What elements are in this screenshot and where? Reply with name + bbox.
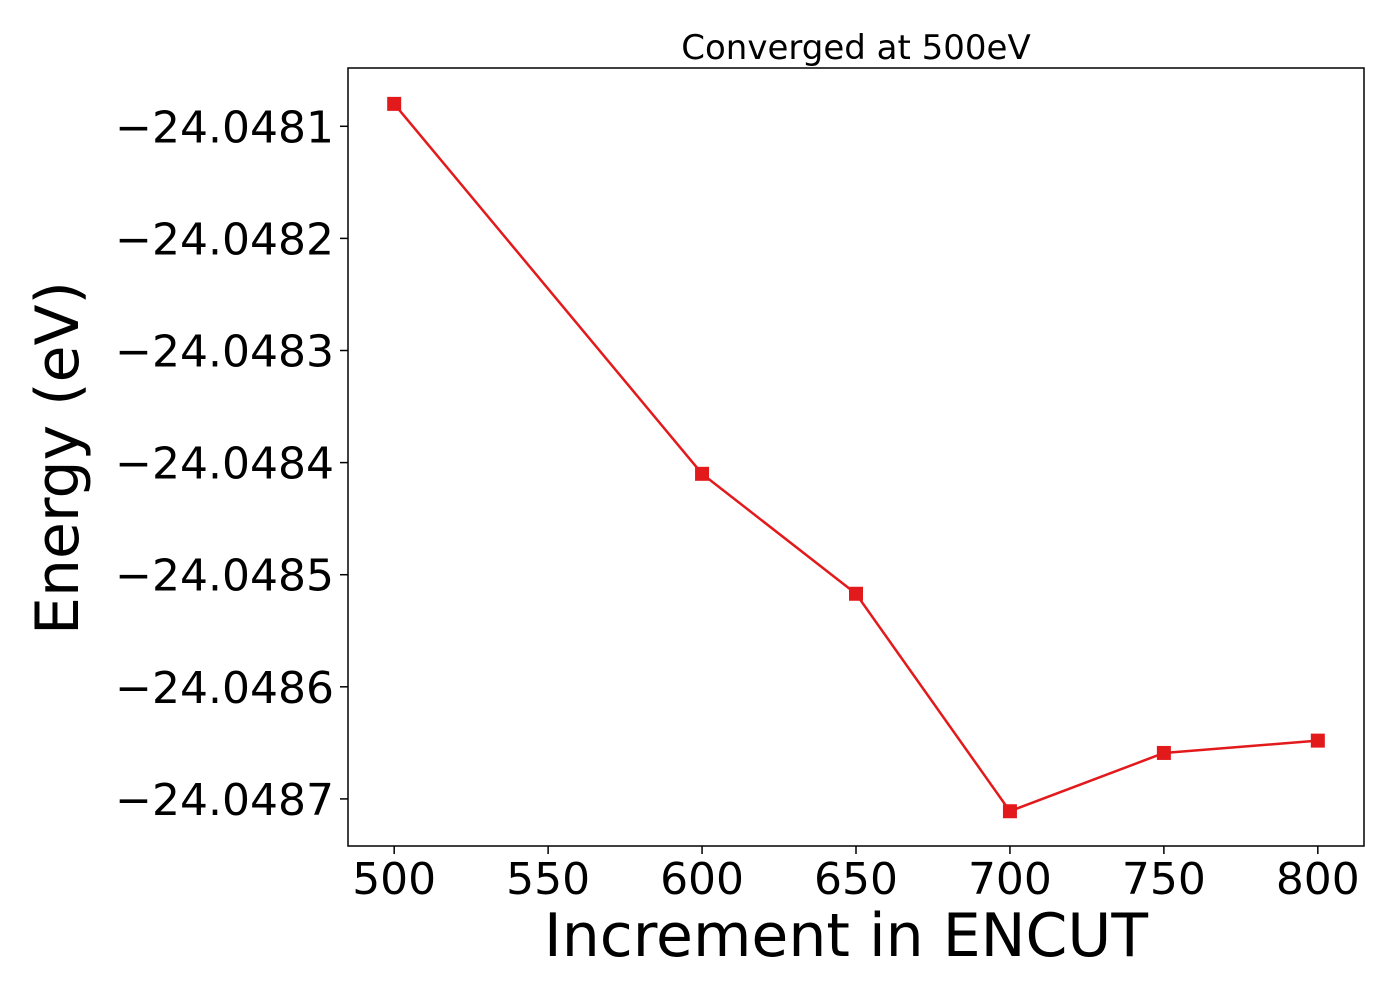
data-point-marker [1310, 733, 1325, 748]
x-tick-label: 750 [1122, 854, 1206, 905]
data-point-marker [1002, 804, 1017, 819]
series-line [393, 103, 1318, 813]
data-point-marker [695, 466, 710, 481]
series-layer [387, 96, 1325, 819]
y-tick-label: −24.0482 [115, 214, 334, 265]
chart-title: Converged at 500eV [681, 28, 1030, 68]
x-tick-label: 600 [660, 854, 744, 905]
y-tick-label: −24.0484 [115, 439, 334, 490]
data-point-marker [387, 96, 402, 111]
x-tick-label: 800 [1276, 854, 1360, 905]
axis-ticks: 500 550 600 650 700 750 800 −24.0481 −24.0482 −24… [115, 102, 1360, 905]
y-tick-label: −24.0483 [115, 327, 334, 378]
data-point-marker [1156, 745, 1171, 760]
y-tick-label: −24.0487 [115, 775, 334, 826]
data-point-marker [849, 586, 863, 601]
x-tick-label: 650 [814, 854, 898, 905]
y-tick-label: −24.0485 [115, 551, 334, 602]
y-tick-label: −24.0486 [115, 663, 334, 714]
x-axis-title: Increment in ENCUT [544, 901, 1148, 971]
x-tick-label: 550 [506, 854, 590, 905]
x-tick-label: 700 [968, 854, 1052, 905]
y-tick-label: −24.0481 [115, 102, 334, 153]
y-axis-title: Energy (eV) [23, 281, 93, 635]
x-tick-label: 500 [352, 854, 436, 905]
plot-frame [347, 67, 1365, 847]
